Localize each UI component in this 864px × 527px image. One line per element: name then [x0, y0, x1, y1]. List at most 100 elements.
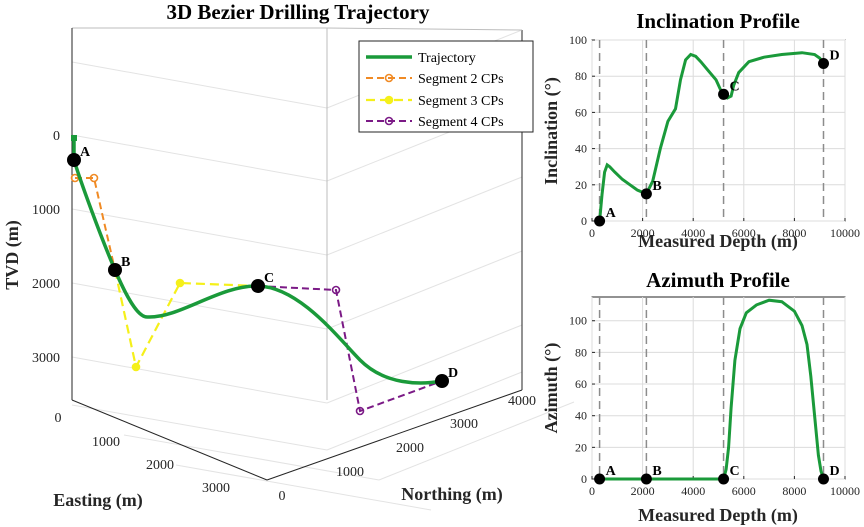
inclination-y-label: Inclination (°) [541, 77, 562, 185]
azi-point-c [718, 473, 730, 485]
point-b-3d [108, 263, 122, 277]
azi-point-b [640, 473, 652, 485]
easting-ticks: 0 1000 2000 3000 [55, 411, 231, 496]
incl-point-d [817, 58, 829, 70]
easting-tick-3000: 3000 [202, 481, 230, 496]
northing-tick-4000: 4000 [508, 394, 536, 409]
azi-ytick-100: 100 [569, 314, 587, 328]
incl-xtick-10000: 10000 [830, 226, 860, 240]
inclination-x-ticks: 0 2000 4000 6000 8000 10000 [589, 218, 860, 240]
main-3d-plot: 3D Bezier Drilling Trajectory [2, 0, 575, 511]
azi-point-c-label: C [730, 464, 740, 479]
incl-ytick-60: 60 [575, 105, 587, 119]
segment-4-cps [257, 285, 443, 416]
azimuth-key-points: A B C D [594, 464, 840, 485]
azimuth-title: Azimuth Profile [646, 268, 790, 292]
azi-point-b-label: B [652, 464, 661, 479]
inclination-grid [591, 39, 846, 222]
azi-ytick-80: 80 [575, 345, 587, 359]
azimuth-segment-boundaries [598, 297, 825, 479]
azi-xtick-8000: 8000 [782, 484, 806, 498]
azi-point-d-label: D [829, 464, 839, 479]
legend-item-trajectory: Trajectory [366, 51, 476, 66]
northing-ticks: 0 1000 2000 3000 4000 [279, 394, 537, 504]
point-b-3d-label: B [121, 255, 130, 270]
legend-item-segment-4: Segment 4 CPs [366, 115, 504, 130]
trajectory-start-marker [71, 135, 77, 141]
z-tick-0: 0 [53, 129, 60, 144]
z-axis-label: TVD (m) [2, 220, 23, 290]
azi-xtick-10000: 10000 [830, 484, 860, 498]
point-d-3d [435, 374, 449, 388]
inclination-y-ticks: 0 20 40 60 80 100 [569, 33, 595, 228]
z-tick-1000: 1000 [32, 203, 60, 218]
northing-axis-label: Northing (m) [401, 484, 503, 505]
legend-label-segment-2: Segment 2 CPs [418, 72, 504, 87]
key-points-3d: A B C D [67, 145, 458, 388]
legend: Trajectory Segment 2 CPs Segment 3 CPs S… [358, 40, 534, 133]
azimuth-x-ticks: 0 2000 4000 6000 8000 10000 [589, 476, 860, 498]
azi-point-a-label: A [606, 464, 617, 479]
legend-label-trajectory: Trajectory [418, 51, 476, 66]
inclination-axes-box [591, 39, 846, 222]
incl-xtick-8000: 8000 [782, 226, 806, 240]
northing-tick-1000: 1000 [336, 465, 364, 480]
azi-ytick-0: 0 [581, 472, 587, 486]
azimuth-grid [591, 297, 846, 480]
legend-label-segment-4: Segment 4 CPs [418, 115, 504, 130]
azimuth-y-label: Azimuth (°) [541, 343, 562, 434]
incl-ytick-100: 100 [569, 33, 587, 47]
inclination-line [598, 51, 825, 222]
easting-tick-1000: 1000 [92, 435, 120, 450]
point-d-3d-label: D [448, 366, 458, 381]
incl-ytick-0: 0 [581, 214, 587, 228]
azimuth-axes-box [591, 296, 846, 480]
incl-ytick-20: 20 [575, 178, 587, 192]
azimuth-plot: Azimuth Profile 0 2000 4000 6000 8000 10000 0… [541, 268, 860, 526]
easting-axis-label: Easting (m) [53, 490, 143, 511]
azi-xtick-6000: 6000 [732, 484, 756, 498]
incl-point-c-label: C [730, 79, 740, 94]
azi-ytick-40: 40 [575, 409, 587, 423]
segment-3-cps [113, 269, 259, 372]
incl-point-b [640, 188, 652, 200]
inclination-title: Inclination Profile [636, 9, 800, 33]
incl-xtick-4000: 4000 [681, 226, 705, 240]
azimuth-x-label: Measured Depth (m) [638, 505, 798, 526]
incl-point-a-label: A [606, 206, 617, 221]
incl-xtick-6000: 6000 [732, 226, 756, 240]
incl-point-a [594, 215, 606, 227]
z-ticks: 0 1000 2000 3000 [32, 129, 60, 366]
inclination-key-points: A B C D [594, 49, 840, 227]
point-c-3d [251, 279, 265, 293]
box-axes [71, 27, 523, 481]
point-a-3d-label: A [80, 145, 91, 160]
northing-tick-0: 0 [279, 489, 286, 504]
azimuth-y-ticks: 0 20 40 60 80 100 [569, 314, 595, 486]
incl-point-d-label: D [829, 49, 839, 64]
legend-item-segment-3: Segment 3 CPs [366, 94, 504, 109]
incl-ytick-80: 80 [575, 69, 587, 83]
northing-tick-2000: 2000 [396, 441, 424, 456]
main-title: 3D Bezier Drilling Trajectory [166, 0, 430, 24]
inclination-x-label: Measured Depth (m) [638, 231, 798, 252]
incl-xtick-0: 0 [589, 226, 595, 240]
azi-ytick-20: 20 [575, 440, 587, 454]
azi-xtick-0: 0 [589, 484, 595, 498]
inclination-plot: Inclination Profile 0 2000 4000 6000 8000 100… [541, 9, 860, 252]
legend-label-segment-3: Segment 3 CPs [418, 94, 504, 109]
easting-tick-2000: 2000 [146, 458, 174, 473]
azi-xtick-4000: 4000 [681, 484, 705, 498]
azi-ytick-60: 60 [575, 377, 587, 391]
azi-point-d [817, 473, 829, 485]
legend-item-segment-2: Segment 2 CPs [366, 72, 504, 87]
incl-xtick-2000: 2000 [631, 226, 655, 240]
z-tick-3000: 3000 [32, 351, 60, 366]
easting-tick-0: 0 [55, 411, 62, 426]
point-c-3d-label: C [264, 271, 274, 286]
northing-tick-3000: 3000 [450, 417, 478, 432]
incl-point-b-label: B [652, 179, 661, 194]
incl-point-c [718, 88, 730, 100]
z-tick-2000: 2000 [32, 277, 60, 292]
